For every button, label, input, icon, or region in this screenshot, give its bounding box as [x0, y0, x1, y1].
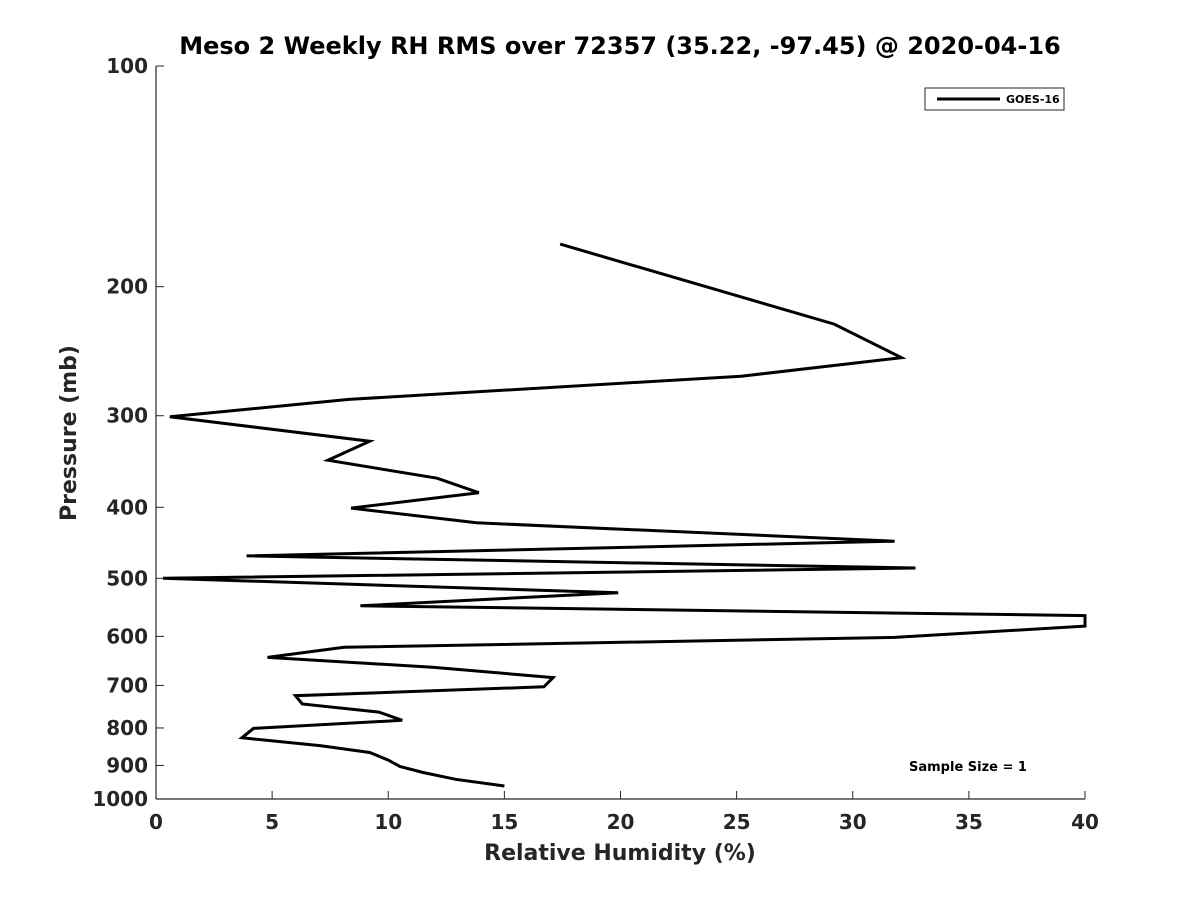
- x-tick-label: 40: [1071, 810, 1099, 834]
- tick-layer: 0 5 10 15 20 25 30 35 40 100 200 300 400 500 600 700 800…: [92, 54, 1099, 834]
- y-tick-label: 200: [106, 275, 148, 299]
- x-tick-label: 15: [490, 810, 518, 834]
- legend-entry-goes16: GOES-16: [1006, 93, 1060, 106]
- chart-title: Meso 2 Weekly RH RMS over 72357 (35.22, …: [179, 32, 1061, 60]
- legend: GOES-16: [924, 87, 1065, 111]
- sample-size-annotation: Sample Size = 1: [909, 760, 1027, 775]
- x-tick-label: 0: [149, 810, 163, 834]
- y-tick-label: 400: [106, 495, 148, 519]
- y-tick-label: 800: [106, 716, 148, 740]
- x-tick-label: 5: [265, 810, 279, 834]
- x-tick-label: 20: [607, 810, 635, 834]
- y-tick-label: 300: [106, 404, 148, 428]
- x-tick-label: 10: [374, 810, 402, 834]
- y-tick-label: 700: [106, 673, 148, 697]
- y-tick-label: 100: [106, 54, 148, 78]
- y-tick-label: 900: [106, 753, 148, 777]
- y-axis-label: Pressure (mb): [57, 345, 82, 521]
- series-line-goes16: [162, 242, 1087, 788]
- x-tick-label: 35: [955, 810, 983, 834]
- y-tick-label: 500: [106, 566, 148, 590]
- x-tick-label: 25: [723, 810, 751, 834]
- x-tick-label: 30: [839, 810, 867, 834]
- x-axis-label: Relative Humidity (%): [484, 841, 756, 866]
- y-tick-label: 1000: [92, 787, 148, 811]
- y-tick-label: 600: [106, 624, 148, 648]
- series-layer: [162, 242, 1087, 788]
